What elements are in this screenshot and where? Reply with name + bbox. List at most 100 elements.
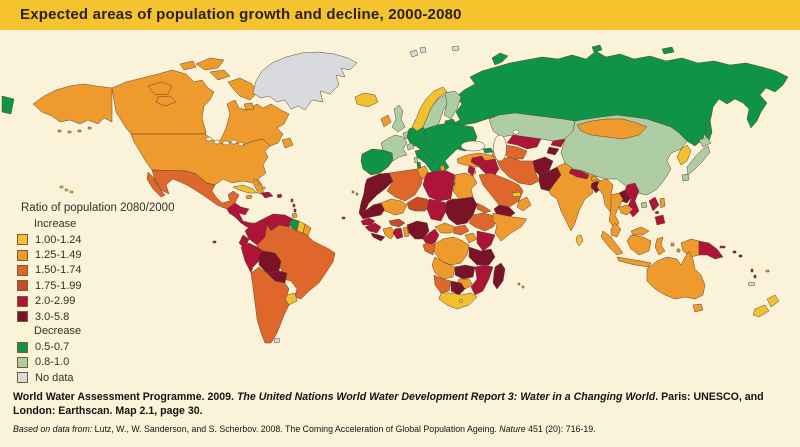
region-corsica: [413, 156, 419, 164]
region-nepal: [568, 168, 590, 180]
region-eritrea: [476, 202, 492, 214]
region-india: [548, 162, 602, 232]
region-albania: [439, 164, 446, 172]
legend-swatch: [17, 249, 28, 261]
region-mongolia: [576, 118, 648, 140]
region-tajikistan: [546, 146, 560, 156]
region-drc: [432, 236, 470, 266]
legend-swatch: [17, 356, 28, 368]
region-uruguay: [284, 292, 298, 306]
region-central-african-republic: [434, 222, 456, 234]
legend-group-increase: Increase: [34, 218, 77, 230]
region-hispaniola: [260, 191, 274, 199]
legend-label: 1.25-1.49: [35, 249, 82, 262]
region-thailand: [608, 192, 624, 230]
footer: World Water Assessment Programme. 2009. …: [13, 390, 793, 435]
region-papua-new-guinea: [698, 240, 724, 260]
region-kenya: [476, 230, 496, 252]
legend-row: 0.8-1.0: [13, 355, 174, 370]
map-legend: Ratio of population 2080/2000 Increase 1…: [13, 202, 174, 386]
legend-label: 1.75-1.99: [35, 279, 82, 292]
region-nigeria: [406, 220, 430, 240]
region-greenland: [252, 51, 358, 111]
title-bar: Expected areas of population growth and …: [0, 0, 800, 30]
great-lakes: [205, 136, 244, 147]
region-algeria: [386, 168, 424, 202]
legend-row: 1.25-1.49: [13, 247, 174, 262]
region-central-america: [226, 202, 264, 230]
region-puerto-rico: [276, 193, 283, 199]
region-aleutian-islands: [57, 126, 92, 134]
region-mexico: [151, 169, 240, 210]
region-new-caledonia: [747, 281, 756, 287]
region-new-britain: [719, 245, 726, 249]
region-ireland: [380, 114, 392, 128]
region-botswana: [450, 280, 466, 296]
caspian-sea: [493, 134, 507, 162]
region-south-africa: [438, 292, 478, 310]
region-south-sudan: [452, 224, 470, 236]
lesotho-outline: [459, 299, 463, 303]
region-syria: [470, 155, 487, 167]
region-hainan: [640, 201, 648, 209]
region-cape-verde: [341, 216, 346, 220]
region-severnaya-zemlya: [591, 44, 603, 53]
region-ghana: [392, 227, 404, 240]
region-somalia: [492, 212, 528, 242]
region-libya: [422, 170, 456, 202]
legend-label: 0.5-0.7: [35, 341, 70, 354]
region-french-guiana: [302, 223, 312, 237]
region-mali: [380, 198, 408, 216]
region-ethiopia: [468, 212, 500, 232]
region-sierra-leone-liberia: [370, 232, 386, 242]
legend-row: 1.75-1.99: [13, 278, 174, 293]
region-solomons: [732, 250, 743, 258]
region-georgia: [482, 147, 494, 154]
aral-sea: [512, 129, 520, 135]
region-new-siberian: [661, 46, 675, 55]
region-fiji: [765, 269, 770, 273]
region-guyana: [288, 218, 300, 232]
region-cuba: [232, 184, 258, 194]
region-canada-arctic-islands: [147, 57, 259, 111]
region-alaska: [32, 83, 113, 125]
region-borneo: [626, 234, 652, 256]
region-argentina-chile: [250, 266, 290, 344]
region-vanuatu: [750, 268, 757, 279]
citation-text: World Water Assessment Programme. 2009. …: [13, 391, 764, 418]
legend-swatch: [17, 234, 28, 246]
legend-swatch: [17, 372, 28, 384]
region-franz-josef: [451, 45, 460, 52]
region-chad: [426, 198, 448, 222]
region-ivory-coast: [382, 226, 396, 240]
legend-row: 3.0-5.8: [13, 309, 174, 324]
region-oman: [516, 196, 532, 212]
legend-label: 3.0-5.8: [35, 310, 70, 323]
region-newfoundland: [281, 137, 294, 149]
region-svalbard: [409, 46, 427, 58]
legend-row: 1.50-1.74: [13, 263, 174, 278]
legend-swatch: [17, 264, 28, 276]
region-tanzania: [468, 246, 496, 266]
region-galapagos: [212, 240, 217, 244]
region-senegal: [360, 217, 376, 226]
region-iberia: [360, 148, 395, 176]
region-iceland: [354, 92, 379, 108]
region-falklands: [273, 337, 281, 344]
region-uzbekistan: [506, 134, 542, 150]
legend-label: 2.0-2.99: [35, 295, 76, 308]
legend-row: 1.00-1.24: [13, 232, 174, 247]
region-trinidad: [291, 212, 298, 219]
legend-swatch: [17, 295, 28, 307]
region-malay-peninsula: [610, 222, 622, 238]
region-jamaica: [245, 194, 253, 200]
region-egypt: [452, 172, 478, 200]
region-guinea: [364, 222, 382, 234]
region-baja-california: [146, 171, 166, 198]
legend-group-decrease: Decrease: [34, 325, 82, 338]
region-australia: [646, 250, 706, 300]
legend-swatch: [17, 311, 28, 323]
page-title: Expected areas of population growth and …: [20, 6, 462, 23]
